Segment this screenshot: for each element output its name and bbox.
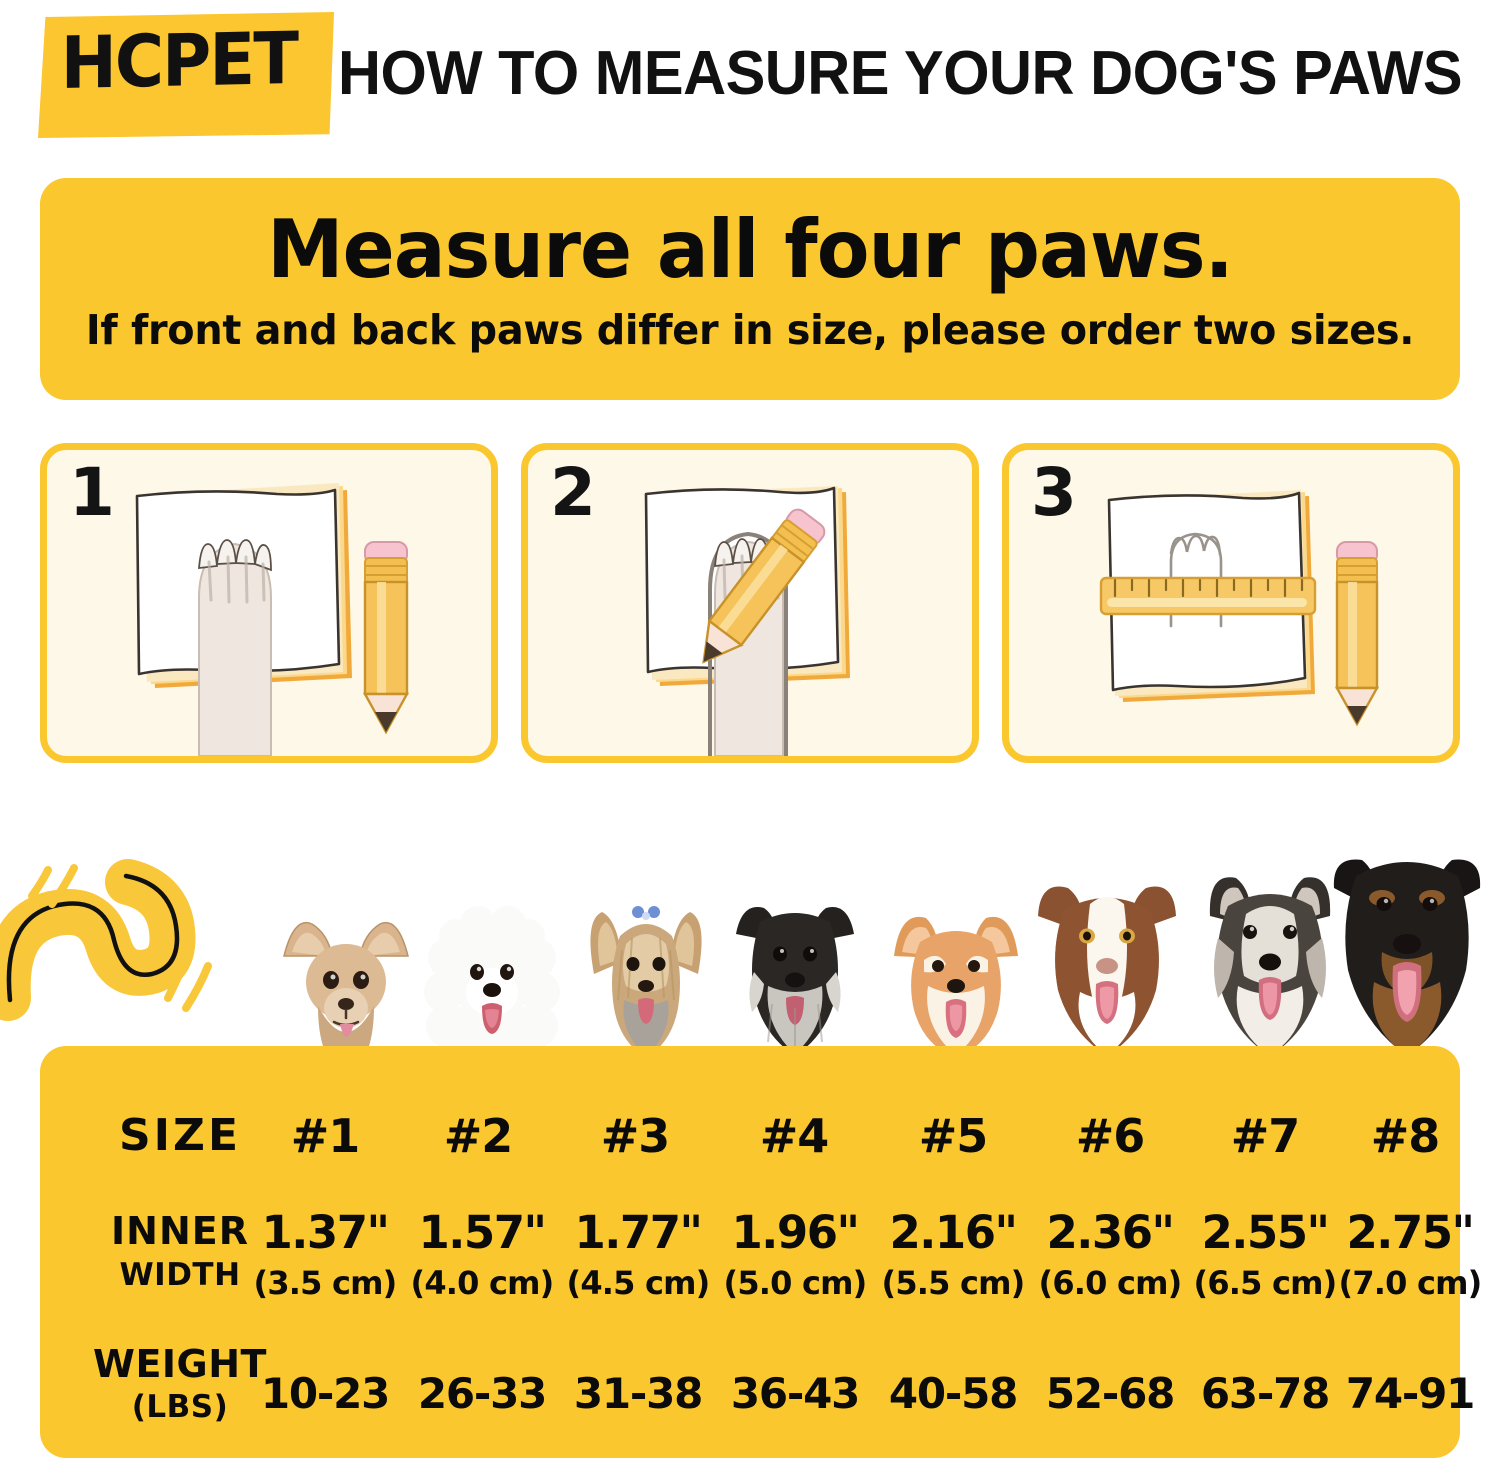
cell-inch-5: 2.16" — [889, 1206, 1018, 1259]
cell-size-4: #4 — [759, 1109, 830, 1163]
cell-cm-1: (3.5 cm) — [253, 1264, 398, 1302]
measure-notice-banner: Measure all four paws. If front and back… — [40, 178, 1460, 400]
cell-size-7: #7 — [1230, 1109, 1301, 1163]
cell-cm-7: (6.5 cm) — [1193, 1264, 1338, 1302]
row-label-weight-main: WEIGHT — [93, 1342, 267, 1386]
paw-wave-decoration-icon — [0, 859, 212, 1021]
row-label-inner-width: INNER WIDTH — [82, 1208, 278, 1296]
schnauzer-photo — [736, 907, 854, 1056]
cell-weight-7: 63-78 — [1200, 1369, 1331, 1418]
chihuahua-photo — [283, 922, 409, 1058]
pencil-tracing-paw-icon — [644, 486, 850, 756]
cell-weight-2: 26-33 — [417, 1369, 548, 1418]
page-title: HOW TO MEASURE YOUR DOG'S PAWS — [338, 39, 1463, 108]
cell-cm-4: (5.0 cm) — [723, 1264, 868, 1302]
step-card-3: 3 — [1002, 443, 1460, 763]
cell-inch-2: 1.57" — [418, 1206, 547, 1259]
cell-cm-5: (5.5 cm) — [881, 1264, 1026, 1302]
shiba-inu-photo — [894, 916, 1018, 1058]
page-header: HCPET HOW TO MEASURE YOUR DOG'S PAWS — [0, 0, 1500, 160]
row-label-inner-width-line2: WIDTH — [119, 1257, 241, 1293]
brand-logo-badge — [38, 12, 334, 138]
table-row-inner-width: INNER WIDTH 1.37" (3.5 cm) 1.57" (4.0 cm… — [40, 1206, 1482, 1314]
row-label-weight-unit: (LBS) — [131, 1389, 229, 1425]
cell-inch-4: 1.96" — [731, 1206, 860, 1259]
cell-size-3: #3 — [600, 1109, 671, 1163]
cell-inner-width-4: 1.96" (5.0 cm) — [715, 1206, 875, 1306]
size-chart-table: SIZE #1 #2 #3 #4 #5 #6 #7 #8 INNER WIDTH… — [40, 1046, 1482, 1458]
notice-headline: Measure all four paws. — [267, 203, 1234, 296]
cell-inch-1: 1.37" — [261, 1206, 390, 1259]
cell-cm-3: (4.5 cm) — [566, 1264, 711, 1302]
row-label-inner-width-line1: INNER — [111, 1209, 249, 1253]
cell-inner-width-5: 2.16" (5.5 cm) — [873, 1206, 1033, 1306]
dog-breed-photo-strip — [0, 818, 1500, 1058]
cell-inch-8: 2.75" — [1346, 1206, 1475, 1259]
cell-inner-width-3: 1.77" (4.5 cm) — [558, 1206, 718, 1306]
cell-inner-width-2: 1.57" (4.0 cm) — [402, 1206, 562, 1306]
cell-size-8: #8 — [1370, 1109, 1441, 1163]
cell-inch-3: 1.77" — [574, 1206, 703, 1259]
bichon-frise-photo — [424, 906, 560, 1058]
paw-on-paper-icon — [135, 483, 410, 756]
step-card-2: 2 — [521, 443, 979, 763]
measure-steps: 1 — [40, 443, 1460, 763]
cell-inner-width-1: 1.37" (3.5 cm) — [245, 1206, 405, 1306]
cell-inch-7: 2.55" — [1201, 1206, 1330, 1259]
table-row-weight: WEIGHT (LBS) 10-23 26-33 31-38 36-43 40-… — [40, 1342, 1475, 1446]
australian-shepherd-photo — [1038, 886, 1176, 1056]
cell-weight-1: 10-23 — [260, 1369, 391, 1418]
cell-weight-3: 31-38 — [573, 1369, 704, 1418]
step-card-1: 1 — [40, 443, 498, 763]
cell-weight-8: 74-91 — [1345, 1369, 1476, 1418]
row-label-weight: WEIGHT (LBS) — [82, 1342, 278, 1428]
rottweiler-photo — [1333, 859, 1481, 1056]
cell-cm-6: (6.0 cm) — [1038, 1264, 1183, 1302]
step-number-3: 3 — [1031, 454, 1077, 531]
cell-cm-2: (4.0 cm) — [410, 1264, 555, 1302]
cell-weight-6: 52-68 — [1045, 1369, 1176, 1418]
cell-size-2: #2 — [443, 1109, 514, 1163]
cell-inner-width-7: 2.55" (6.5 cm) — [1185, 1206, 1345, 1306]
table-row-size: SIZE #1 #2 #3 #4 #5 #6 #7 #8 — [40, 1094, 1460, 1178]
cell-size-1: #1 — [290, 1109, 361, 1163]
cell-size-6: #6 — [1075, 1109, 1146, 1163]
cell-cm-8: (7.0 cm) — [1338, 1264, 1483, 1302]
cell-weight-4: 36-43 — [730, 1369, 861, 1418]
cell-inch-6: 2.36" — [1046, 1206, 1175, 1259]
cell-inner-width-6: 2.36" (6.0 cm) — [1030, 1206, 1190, 1306]
cell-inner-width-8: 2.75" (7.0 cm) — [1330, 1206, 1490, 1306]
ruler-measuring-outline-icon — [1099, 490, 1380, 727]
yorkshire-terrier-photo — [590, 906, 702, 1058]
step-number-2: 2 — [550, 454, 596, 531]
cell-weight-5: 40-58 — [888, 1369, 1019, 1418]
row-label-size: SIZE — [118, 1110, 242, 1161]
step-number-1: 1 — [69, 454, 115, 531]
cell-size-5: #5 — [918, 1109, 989, 1163]
alaskan-malamute-photo — [1209, 877, 1331, 1056]
brand-logo-text: HCPET — [60, 15, 298, 105]
notice-subtext: If front and back paws differ in size, p… — [85, 306, 1415, 354]
